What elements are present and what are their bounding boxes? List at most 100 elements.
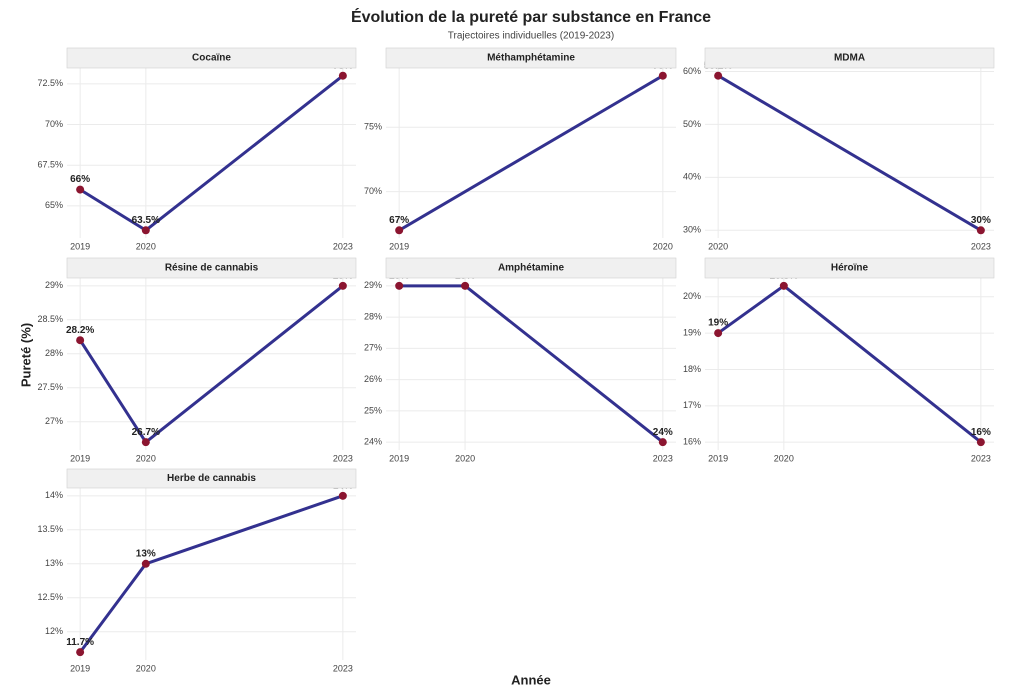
x-tick-label: 2020: [136, 241, 156, 251]
facet-title: Herbe de cannabis: [167, 473, 256, 484]
y-tick-label: 28%: [45, 348, 63, 358]
y-tick-label: 25%: [364, 405, 382, 415]
y-tick-label: 50%: [683, 119, 701, 129]
facet-strip: [66, 47, 357, 69]
y-tick-label: 27%: [45, 416, 63, 426]
y-tick-label: 40%: [683, 172, 701, 182]
x-tick-label: 2023: [971, 453, 991, 463]
point: [779, 281, 788, 290]
data-label: 63.5%: [132, 215, 160, 226]
point: [714, 329, 723, 338]
x-tick-label: 2023: [333, 663, 353, 673]
facet-title: Amphétamine: [498, 263, 565, 274]
data-label: 67%: [389, 215, 409, 226]
y-tick-label: 20%: [683, 291, 701, 301]
x-axis-label: Année: [511, 672, 551, 687]
line: [79, 74, 344, 232]
y-tick-label: 13.5%: [37, 524, 63, 534]
chart-subtitle: Trajectoires individuelles (2019-2023): [448, 31, 614, 42]
x-tick-label: 2019: [70, 241, 90, 251]
y-tick-label: 27%: [364, 343, 382, 353]
point: [338, 71, 347, 80]
data-label: 11.7%: [66, 637, 94, 648]
y-tick-label: 28.5%: [37, 314, 63, 324]
y-tick-label: 65%: [45, 200, 63, 210]
point: [338, 281, 347, 290]
y-tick-label: 27.5%: [37, 382, 63, 392]
data-label: 28.2%: [66, 325, 94, 336]
y-tick-label: 70%: [45, 119, 63, 129]
data-label: 13%: [136, 548, 156, 559]
y-tick-label: 17%: [683, 400, 701, 410]
data-label: 19%: [708, 318, 728, 329]
x-tick-label: 2020: [136, 453, 156, 463]
facet-strip: [385, 257, 677, 279]
x-tick-label: 2023: [971, 241, 991, 251]
facet-strip: [66, 257, 357, 279]
y-tick-label: 13%: [45, 558, 63, 568]
y-tick-label: 72.5%: [37, 78, 63, 88]
point: [976, 438, 985, 447]
x-tick-label: 2023: [333, 453, 353, 463]
point: [658, 438, 667, 447]
point: [714, 71, 723, 80]
line: [399, 284, 664, 444]
x-tick-label: 2019: [389, 241, 409, 251]
y-tick-label: 75%: [364, 122, 382, 132]
y-tick-label: 29%: [45, 280, 63, 290]
line: [78, 284, 344, 444]
point: [141, 438, 150, 447]
x-tick-label: 2020: [455, 453, 475, 463]
point: [461, 281, 470, 290]
facet-title: Cocaïne: [192, 53, 231, 64]
point: [76, 648, 85, 657]
data-label: 24%: [653, 427, 673, 438]
point: [976, 226, 985, 235]
data-label: 26.7%: [132, 427, 160, 438]
facet-strip: [704, 257, 995, 279]
line: [78, 494, 344, 654]
y-tick-label: 60%: [683, 66, 701, 76]
point: [141, 559, 150, 568]
y-tick-label: 28%: [364, 311, 382, 321]
x-tick-label: 2020: [708, 241, 728, 251]
point: [141, 226, 150, 235]
facet-strip: [66, 468, 357, 489]
x-tick-label: 2023: [333, 241, 353, 251]
line: [717, 284, 982, 444]
facet-strip: [385, 47, 677, 69]
chart-title: Évolution de la pureté par substance en …: [351, 7, 711, 26]
x-tick-label: 2023: [653, 453, 673, 463]
point: [338, 491, 347, 500]
facet-title: MDMA: [834, 53, 865, 64]
y-tick-label: 12.5%: [37, 592, 63, 602]
x-tick-label: 2020: [653, 241, 673, 251]
x-tick-label: 2019: [70, 453, 90, 463]
y-tick-label: 26%: [364, 374, 382, 384]
y-tick-label: 29%: [364, 280, 382, 290]
y-tick-label: 30%: [683, 225, 701, 235]
x-tick-label: 2020: [774, 453, 794, 463]
y-tick-label: 16%: [683, 437, 701, 447]
point: [76, 336, 85, 345]
facet-strip: [704, 47, 995, 69]
y-tick-label: 12%: [45, 626, 63, 636]
line: [398, 74, 664, 232]
point: [395, 281, 404, 290]
y-tick-label: 18%: [683, 364, 701, 374]
x-tick-label: 2020: [136, 663, 156, 673]
y-tick-label: 67.5%: [37, 160, 63, 170]
x-tick-label: 2019: [70, 663, 90, 673]
facet-title: Héroïne: [831, 263, 869, 274]
data-label: 66%: [70, 174, 90, 185]
point: [395, 226, 404, 235]
y-tick-label: 70%: [364, 186, 382, 196]
x-tick-label: 2019: [389, 453, 409, 463]
point: [76, 185, 85, 194]
data-label: 16%: [971, 427, 991, 438]
y-axis-label: Pureté (%): [18, 323, 33, 387]
x-tick-label: 2019: [708, 453, 728, 463]
facet-title: Méthamphétamine: [487, 53, 575, 64]
y-tick-label: 24%: [364, 437, 382, 447]
